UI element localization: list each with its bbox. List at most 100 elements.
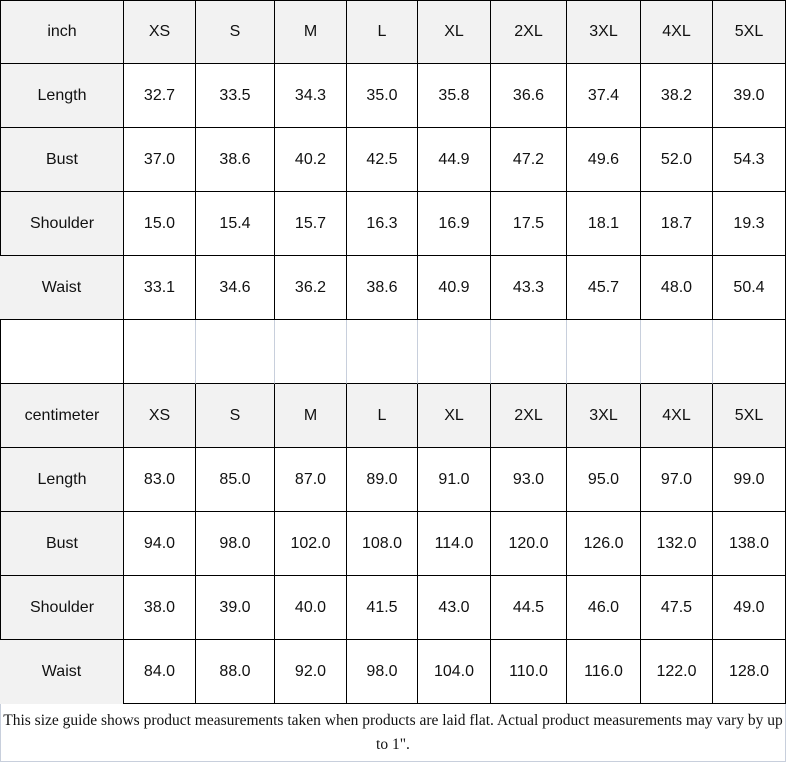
measurement-label: Waist — [0, 256, 124, 320]
measurement-value: 38.6 — [347, 256, 418, 320]
measurement-label: Shoulder — [0, 192, 124, 256]
measurement-value: 38.6 — [196, 128, 275, 192]
size-chart-table: inch XS S M L XL 2XL 3XL 4XL 5XL Length 32.7 33.5 34.… — [0, 0, 786, 704]
measurement-value: 15.0 — [124, 192, 196, 256]
size-header: M — [275, 0, 347, 64]
measurement-label: Bust — [0, 128, 124, 192]
measurement-value: 126.0 — [567, 512, 641, 576]
table-row: Waist 84.0 88.0 92.0 98.0 104.0 110.0 116.0 122.… — [0, 640, 786, 704]
measurement-value: 116.0 — [567, 640, 641, 704]
measurement-value: 44.5 — [491, 576, 567, 640]
size-header: XS — [124, 0, 196, 64]
measurement-value: 49.6 — [567, 128, 641, 192]
measurement-value: 40.2 — [275, 128, 347, 192]
measurement-value: 37.4 — [567, 64, 641, 128]
measurement-value: 38.2 — [641, 64, 713, 128]
measurement-value: 46.0 — [567, 576, 641, 640]
measurement-value: 32.7 — [124, 64, 196, 128]
measurement-label: Waist — [0, 640, 124, 704]
measurement-value: 50.4 — [713, 256, 786, 320]
size-header: 4XL — [641, 384, 713, 448]
measurement-value: 16.9 — [418, 192, 491, 256]
measurement-label: Shoulder — [0, 576, 124, 640]
size-header: 5XL — [713, 0, 786, 64]
measurement-value: 43.3 — [491, 256, 567, 320]
empty-cell — [418, 320, 491, 384]
measurement-label: Length — [0, 64, 124, 128]
empty-cell — [124, 320, 196, 384]
measurement-value: 110.0 — [491, 640, 567, 704]
measurement-value: 39.0 — [196, 576, 275, 640]
size-header: 2XL — [491, 0, 567, 64]
unit-label: centimeter — [0, 384, 124, 448]
measurement-value: 16.3 — [347, 192, 418, 256]
size-header: 4XL — [641, 0, 713, 64]
measurement-value: 97.0 — [641, 448, 713, 512]
measurement-value: 40.9 — [418, 256, 491, 320]
measurement-value: 39.0 — [713, 64, 786, 128]
size-header: 2XL — [491, 384, 567, 448]
measurement-value: 83.0 — [124, 448, 196, 512]
measurement-value: 49.0 — [713, 576, 786, 640]
spacer-row — [0, 320, 786, 384]
measurement-value: 36.6 — [491, 64, 567, 128]
table-row: Waist 33.1 34.6 36.2 38.6 40.9 43.3 45.7 48.0 50.… — [0, 256, 786, 320]
measurement-value: 47.2 — [491, 128, 567, 192]
measurement-value: 98.0 — [196, 512, 275, 576]
measurement-value: 35.0 — [347, 64, 418, 128]
measurement-value: 41.5 — [347, 576, 418, 640]
measurement-value: 44.9 — [418, 128, 491, 192]
measurement-value: 122.0 — [641, 640, 713, 704]
empty-cell — [713, 320, 786, 384]
measurement-value: 35.8 — [418, 64, 491, 128]
measurement-value: 17.5 — [491, 192, 567, 256]
measurement-value: 92.0 — [275, 640, 347, 704]
size-header: L — [347, 0, 418, 64]
measurement-value: 19.3 — [713, 192, 786, 256]
empty-cell — [0, 320, 124, 384]
measurement-value: 99.0 — [713, 448, 786, 512]
measurement-value: 95.0 — [567, 448, 641, 512]
measurement-value: 34.3 — [275, 64, 347, 128]
measurement-value: 52.0 — [641, 128, 713, 192]
measurement-value: 47.5 — [641, 576, 713, 640]
measurement-value: 33.1 — [124, 256, 196, 320]
measurement-value: 102.0 — [275, 512, 347, 576]
table-row: Length 32.7 33.5 34.3 35.0 35.8 36.6 37.4 38.2 39… — [0, 64, 786, 128]
table-row: Shoulder 38.0 39.0 40.0 41.5 43.0 44.5 46.0 47.5… — [0, 576, 786, 640]
size-header: XL — [418, 384, 491, 448]
measurement-value: 114.0 — [418, 512, 491, 576]
measurement-value: 34.6 — [196, 256, 275, 320]
empty-cell — [275, 320, 347, 384]
measurement-value: 128.0 — [713, 640, 786, 704]
size-guide-note: This size guide shows product measuremen… — [0, 704, 786, 762]
size-header: XL — [418, 0, 491, 64]
measurement-value: 87.0 — [275, 448, 347, 512]
empty-cell — [196, 320, 275, 384]
table-row: Bust 37.0 38.6 40.2 42.5 44.9 47.2 49.6 52.0 54.3 — [0, 128, 786, 192]
inch-table-header-row: inch XS S M L XL 2XL 3XL 4XL 5XL — [0, 0, 786, 64]
size-header: 3XL — [567, 384, 641, 448]
measurement-value: 108.0 — [347, 512, 418, 576]
size-header: S — [196, 384, 275, 448]
empty-cell — [347, 320, 418, 384]
measurement-value: 85.0 — [196, 448, 275, 512]
measurement-value: 54.3 — [713, 128, 786, 192]
measurement-value: 36.2 — [275, 256, 347, 320]
measurement-value: 89.0 — [347, 448, 418, 512]
measurement-value: 120.0 — [491, 512, 567, 576]
size-header: M — [275, 384, 347, 448]
measurement-value: 104.0 — [418, 640, 491, 704]
measurement-value: 88.0 — [196, 640, 275, 704]
measurement-value: 42.5 — [347, 128, 418, 192]
measurement-label: Length — [0, 448, 124, 512]
table-row: Length 83.0 85.0 87.0 89.0 91.0 93.0 95.0 97.0 99… — [0, 448, 786, 512]
table-row: Shoulder 15.0 15.4 15.7 16.3 16.9 17.5 18.1 18.7… — [0, 192, 786, 256]
measurement-value: 48.0 — [641, 256, 713, 320]
measurement-value: 138.0 — [713, 512, 786, 576]
measurement-value: 43.0 — [418, 576, 491, 640]
measurement-value: 91.0 — [418, 448, 491, 512]
size-header: S — [196, 0, 275, 64]
unit-label: inch — [0, 0, 124, 64]
measurement-value: 98.0 — [347, 640, 418, 704]
